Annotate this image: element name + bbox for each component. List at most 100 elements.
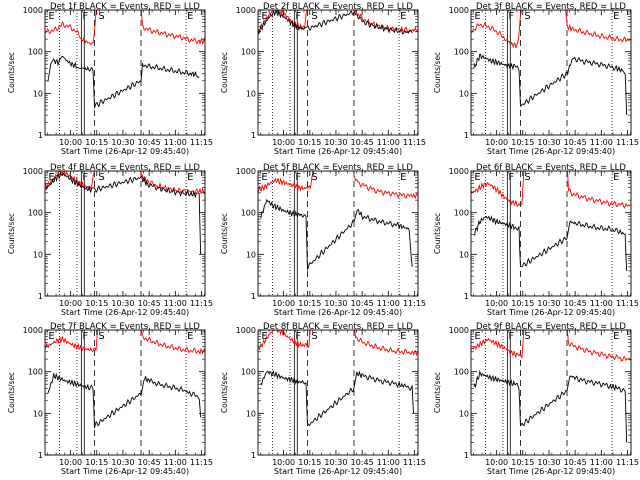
segment-marker-label: E bbox=[474, 11, 480, 22]
x-axis-label: Start Time (26-Apr-12 09:45:40) bbox=[487, 308, 615, 317]
y-tick-label: 1 bbox=[38, 451, 43, 460]
x-tick-label: 10:45 bbox=[138, 299, 161, 308]
lld-series-line bbox=[45, 330, 205, 356]
x-tick-label: 11:15 bbox=[616, 138, 639, 147]
x-tick-label: 10:00 bbox=[272, 458, 295, 467]
y-tick-label: 1 bbox=[38, 131, 43, 140]
x-tick-label: 10:30 bbox=[324, 138, 347, 147]
y-tick-label: 1 bbox=[251, 131, 256, 140]
y-tick-label: 100 bbox=[454, 48, 469, 57]
x-axis-label: Start Time (26-Apr-12 09:45:40) bbox=[274, 147, 402, 156]
y-tick-label: 10 bbox=[246, 250, 256, 259]
segment-marker-label: E bbox=[400, 172, 406, 183]
segment-marker-label: E bbox=[187, 11, 193, 22]
x-tick-label: 11:15 bbox=[190, 299, 213, 308]
x-tick-label: 11:15 bbox=[403, 458, 426, 467]
x-tick-label: 10:00 bbox=[59, 138, 82, 147]
y-tick-label: 1 bbox=[251, 292, 256, 301]
x-tick-label: 11:00 bbox=[164, 458, 187, 467]
x-tick-label: 10:15 bbox=[85, 138, 108, 147]
x-tick-label: 11:15 bbox=[190, 138, 213, 147]
lld-series-line bbox=[471, 10, 631, 49]
x-tick-label: 10:00 bbox=[485, 458, 508, 467]
x-tick-label: 10:45 bbox=[351, 138, 374, 147]
events-series-line bbox=[45, 171, 202, 255]
x-tick-label: 10:30 bbox=[111, 458, 134, 467]
x-tick-label: 10:15 bbox=[511, 458, 534, 467]
segment-marker-label: E bbox=[261, 331, 267, 342]
y-tick-label: 100 bbox=[28, 368, 43, 377]
y-axis-label: Counts/sec bbox=[433, 52, 442, 93]
segment-marker-label: S bbox=[524, 331, 530, 342]
y-axis-label: Counts/sec bbox=[7, 52, 16, 93]
segment-marker-label: E bbox=[474, 172, 480, 183]
y-tick-label: 1000 bbox=[449, 167, 469, 176]
x-tick-label: 10:45 bbox=[138, 458, 161, 467]
segment-marker-label: E bbox=[261, 11, 267, 22]
y-axis-label: Counts/sec bbox=[7, 213, 16, 254]
segment-marker-label: E bbox=[187, 172, 193, 183]
y-tick-label: 10 bbox=[459, 89, 469, 98]
segment-marker-label: S bbox=[311, 172, 317, 183]
segment-marker-label: E bbox=[400, 11, 406, 22]
y-tick-label: 10 bbox=[246, 89, 256, 98]
y-tick-label: 100 bbox=[28, 209, 43, 218]
x-tick-label: 10:15 bbox=[298, 299, 321, 308]
y-tick-label: 100 bbox=[241, 209, 256, 218]
lld-series-line bbox=[258, 330, 418, 357]
events-series-line bbox=[473, 214, 628, 271]
lld-series-line bbox=[471, 330, 631, 362]
segment-marker-label: F bbox=[82, 172, 88, 183]
x-tick-label: 10:45 bbox=[138, 138, 161, 147]
plot-frame bbox=[44, 329, 206, 456]
x-tick-label: 11:00 bbox=[164, 138, 187, 147]
y-tick-label: 1000 bbox=[236, 6, 256, 15]
chart-title: Det 3f BLACK = Events, RED = LLD bbox=[476, 2, 626, 12]
segment-marker-label: E bbox=[48, 331, 54, 342]
y-tick-label: 10 bbox=[246, 409, 256, 418]
segment-marker-label: E bbox=[187, 331, 193, 342]
x-tick-label: 11:00 bbox=[377, 458, 400, 467]
plot-frame bbox=[470, 170, 632, 297]
x-tick-label: 11:15 bbox=[616, 458, 639, 467]
x-tick-label: 10:30 bbox=[324, 458, 347, 467]
x-tick-label: 10:00 bbox=[485, 138, 508, 147]
x-tick-label: 11:15 bbox=[616, 299, 639, 308]
x-tick-label: 11:00 bbox=[377, 299, 400, 308]
events-series-line bbox=[47, 372, 202, 429]
x-tick-label: 10:45 bbox=[564, 299, 587, 308]
x-tick-label: 11:15 bbox=[403, 299, 426, 308]
x-tick-label: 10:30 bbox=[537, 299, 560, 308]
segment-marker-label: F bbox=[295, 172, 301, 183]
x-tick-label: 10:15 bbox=[85, 458, 108, 467]
x-tick-label: 10:30 bbox=[111, 138, 134, 147]
segment-marker-label: F bbox=[82, 331, 88, 342]
x-axis-label: Start Time (26-Apr-12 09:45:40) bbox=[274, 308, 402, 317]
y-axis-label: Counts/sec bbox=[7, 372, 16, 413]
x-tick-label: 10:00 bbox=[59, 458, 82, 467]
y-tick-label: 1 bbox=[251, 451, 256, 460]
x-tick-label: 10:15 bbox=[511, 299, 534, 308]
chart-title: Det 1f BLACK = Events, RED = LLD bbox=[50, 2, 200, 12]
segment-marker-label: S bbox=[98, 11, 104, 22]
chart-title: Det 6f BLACK = Events, RED = LLD bbox=[476, 163, 626, 173]
y-tick-label: 1000 bbox=[449, 326, 469, 335]
x-tick-label: 10:00 bbox=[272, 138, 295, 147]
x-tick-label: 11:00 bbox=[164, 299, 187, 308]
y-axis-label: Counts/sec bbox=[220, 213, 229, 254]
segment-marker-label: S bbox=[311, 11, 317, 22]
y-tick-label: 100 bbox=[241, 48, 256, 57]
x-tick-label: 10:15 bbox=[511, 138, 534, 147]
x-tick-label: 10:30 bbox=[111, 299, 134, 308]
plot-frame bbox=[470, 329, 632, 456]
events-series-line bbox=[473, 53, 628, 116]
segment-marker-label: F bbox=[295, 331, 301, 342]
